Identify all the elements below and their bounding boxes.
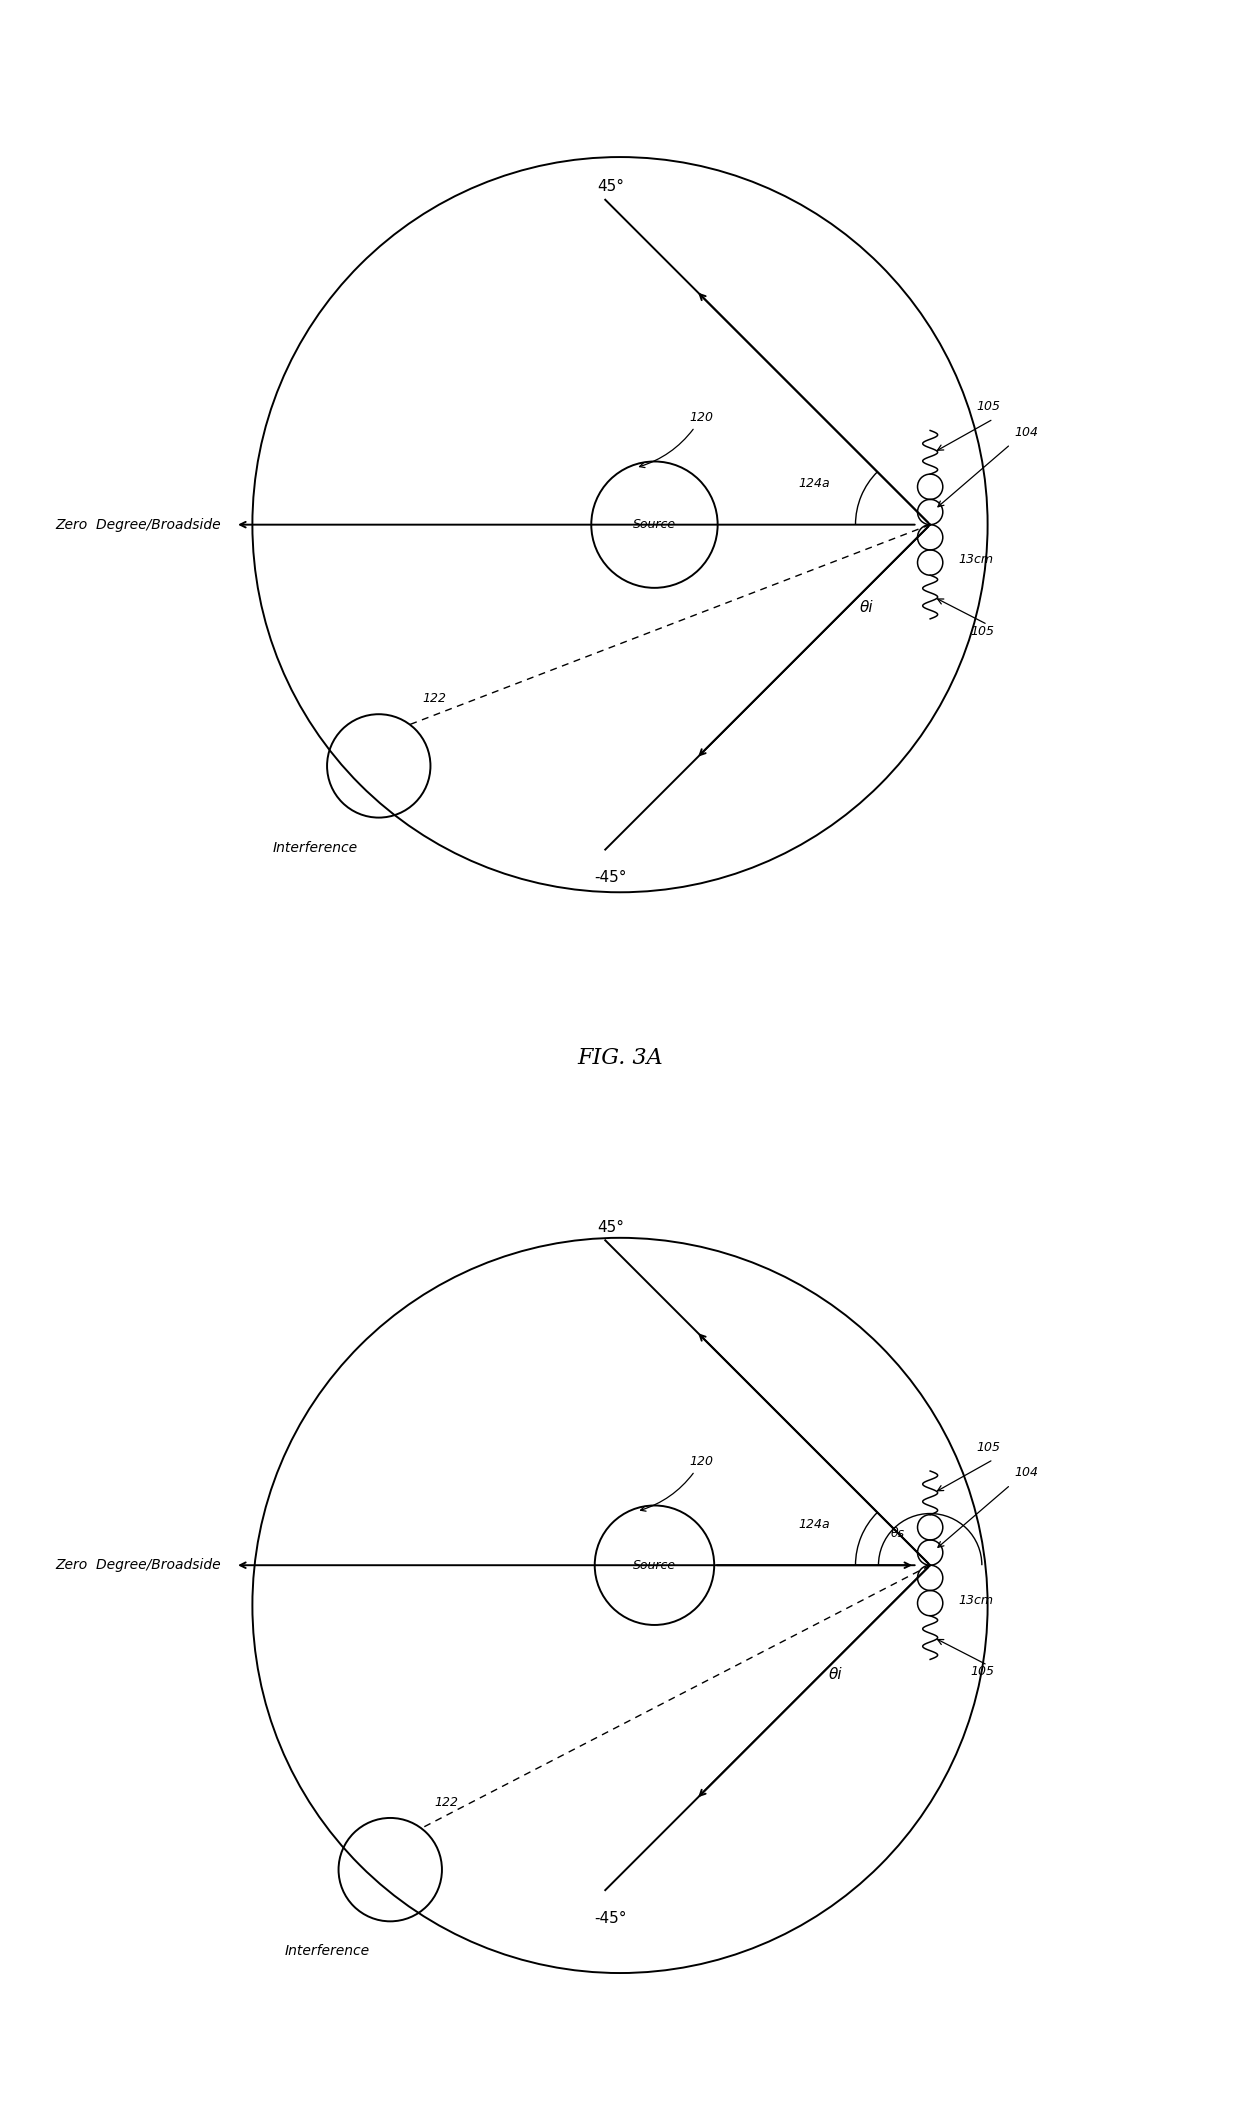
Text: θi: θi <box>830 1666 843 1681</box>
Text: 105: 105 <box>971 624 994 637</box>
Text: 124a: 124a <box>799 477 831 489</box>
Text: 124a: 124a <box>799 1518 831 1531</box>
Text: 45°: 45° <box>598 1219 625 1234</box>
Text: 120: 120 <box>640 411 713 468</box>
Text: 120: 120 <box>641 1455 713 1512</box>
Text: 122: 122 <box>434 1795 458 1810</box>
Text: 45°: 45° <box>598 179 625 194</box>
Text: θs: θs <box>890 1527 905 1540</box>
Text: Interference: Interference <box>284 1944 370 1959</box>
Text: 105: 105 <box>976 401 1001 413</box>
Text: 105: 105 <box>971 1666 994 1679</box>
Text: Source: Source <box>632 519 676 531</box>
Text: 13cm: 13cm <box>959 1594 994 1607</box>
Text: 104: 104 <box>1014 426 1038 439</box>
Text: 105: 105 <box>976 1440 1001 1453</box>
Text: Zero  Degree/Broadside: Zero Degree/Broadside <box>56 517 222 531</box>
Text: -45°: -45° <box>595 871 627 886</box>
Text: Interference: Interference <box>273 841 358 854</box>
Text: Zero  Degree/Broadside: Zero Degree/Broadside <box>56 1559 222 1571</box>
Text: θi: θi <box>861 599 874 616</box>
Text: 13cm: 13cm <box>959 553 994 567</box>
Text: 122: 122 <box>423 692 446 704</box>
Text: Source: Source <box>632 1559 676 1571</box>
Text: FIG. 3A: FIG. 3A <box>577 1048 663 1069</box>
Text: 104: 104 <box>1014 1466 1038 1478</box>
Text: -45°: -45° <box>595 1911 627 1926</box>
